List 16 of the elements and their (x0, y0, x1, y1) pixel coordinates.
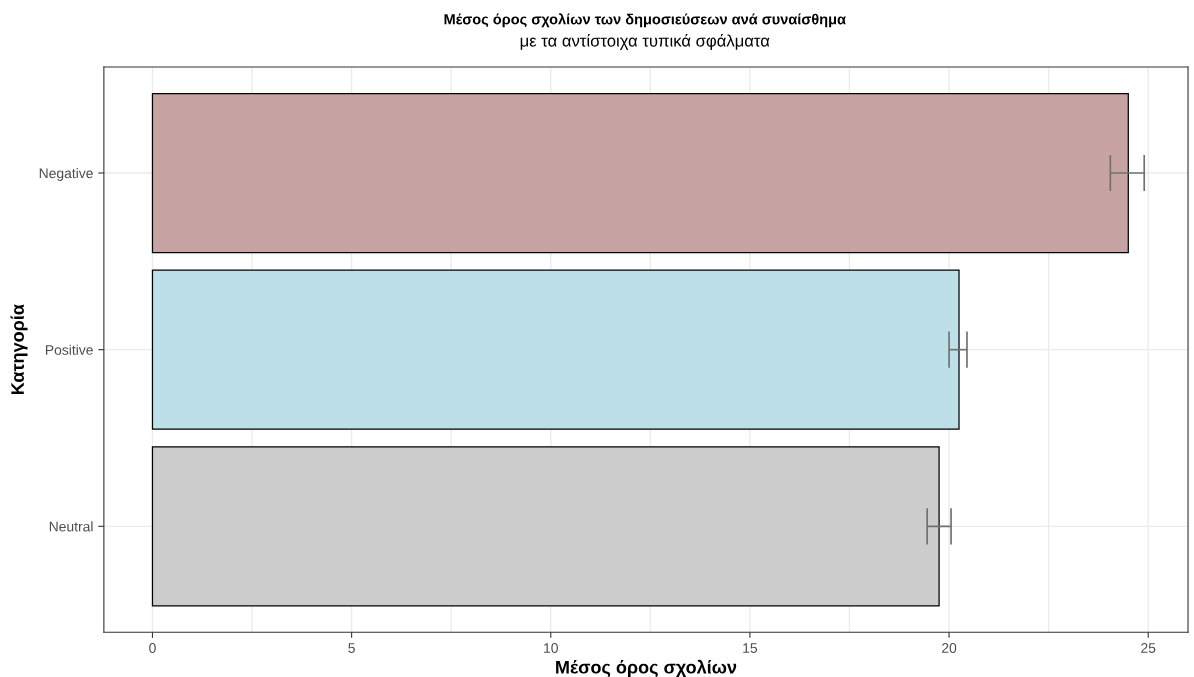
y-tick-label: Negative (39, 167, 93, 181)
y-axis-title: Κατηγορία (10, 304, 28, 395)
x-tick-label: 25 (1141, 643, 1156, 653)
x-tick-label: 10 (544, 643, 558, 653)
bar (151, 269, 960, 430)
bar (151, 446, 940, 607)
bar (151, 92, 1129, 254)
x-tick-label: 5 (348, 643, 355, 653)
x-tick-label: 0 (149, 643, 156, 653)
x-tick-label: 20 (942, 643, 957, 653)
x-axis-title: Μέσος όρος σχολίων (556, 659, 737, 677)
x-tick-label: 15 (743, 643, 758, 653)
y-tick-label: Neutral (49, 521, 93, 532)
y-tick-label: Positive (45, 344, 93, 355)
chart-subtitle: με τα αντίστοιχα τυπικά σφάλματα (520, 33, 770, 50)
chart-title: Μέσος όρος σχολίων των δημοσιεύσεων ανά συναίσθημα (444, 13, 846, 28)
